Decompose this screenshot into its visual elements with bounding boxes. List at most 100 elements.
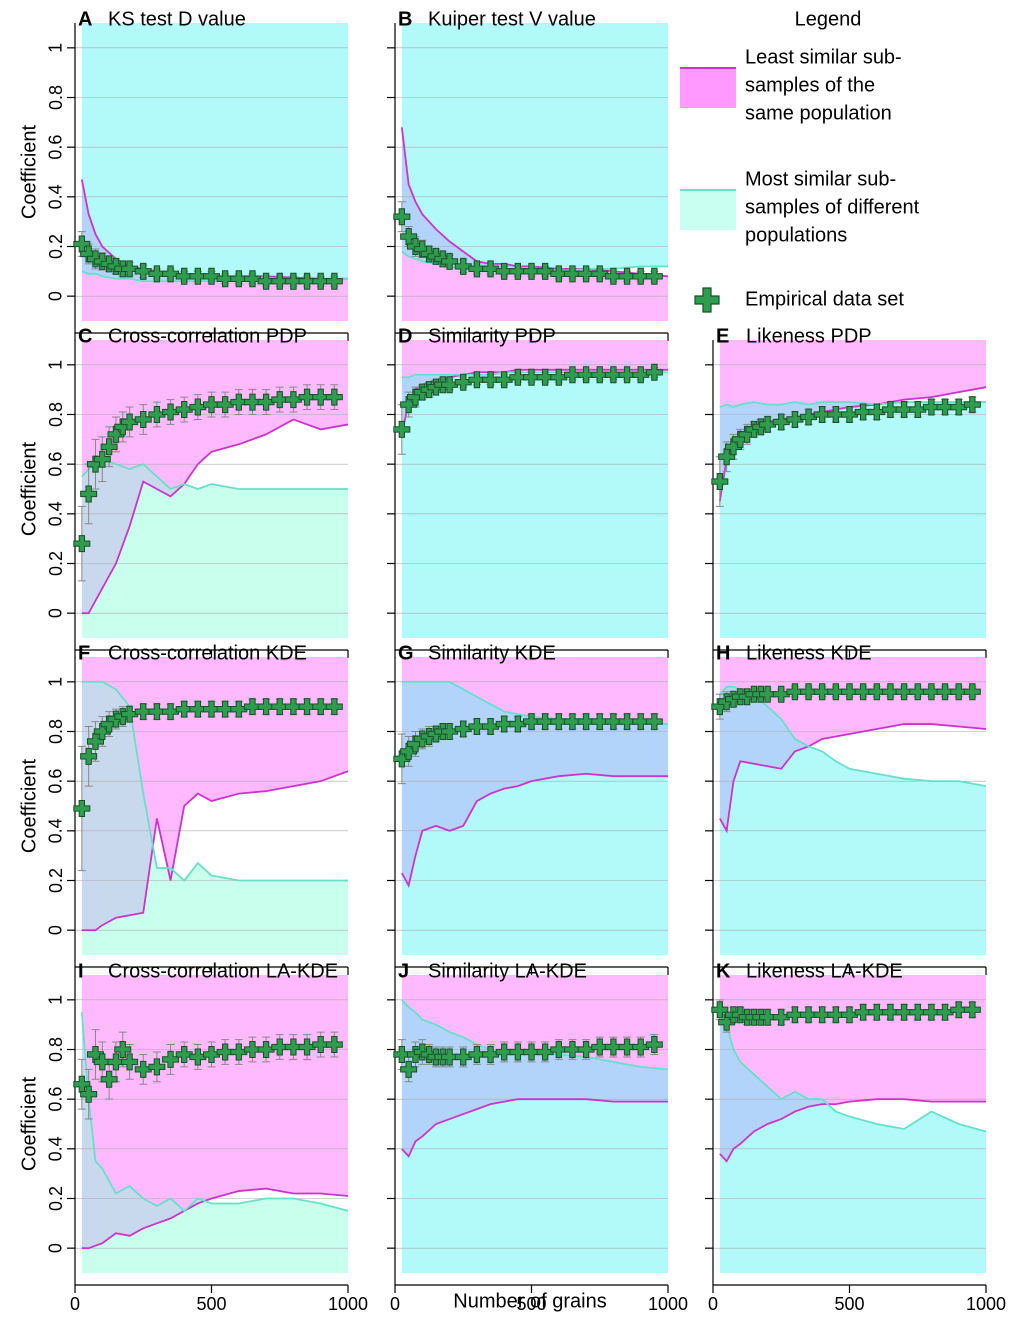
data-point bbox=[841, 683, 858, 701]
data-point bbox=[189, 398, 207, 416]
data-point bbox=[550, 265, 568, 283]
data-point bbox=[536, 1043, 554, 1061]
data-point bbox=[107, 425, 125, 443]
data-point bbox=[100, 1070, 118, 1088]
region-fill bbox=[81, 681, 348, 955]
data-point bbox=[936, 683, 954, 701]
data-point bbox=[175, 700, 193, 718]
legend-swatch bbox=[680, 68, 736, 108]
data-point bbox=[162, 703, 180, 721]
series-line bbox=[81, 680, 348, 882]
data-point bbox=[93, 1053, 111, 1071]
data-point bbox=[523, 368, 540, 386]
data-point bbox=[325, 1036, 343, 1054]
y-axis-label: Coefficient bbox=[18, 124, 40, 219]
panel: H Likeness KDE bbox=[705, 642, 987, 975]
panel: G Similarity KDE bbox=[387, 642, 669, 975]
data-point bbox=[604, 713, 622, 731]
data-point bbox=[148, 1058, 166, 1076]
data-point bbox=[400, 1060, 418, 1078]
y-tick-label: 0.6 bbox=[46, 452, 66, 477]
panel: 0 0.2 0.4 0.6 0.8 1 C Cross-correlation PDP Coef… bbox=[18, 325, 349, 658]
panel: E Likeness PDP bbox=[705, 325, 987, 658]
data-point bbox=[509, 368, 527, 386]
data-point bbox=[454, 1048, 472, 1066]
data-point bbox=[509, 1043, 527, 1061]
data-point bbox=[591, 713, 609, 731]
data-point bbox=[162, 1050, 180, 1068]
panel: 0 0.2 0.4 0.6 0.8 1 F Cross-correlation KDE Coef… bbox=[18, 642, 349, 975]
panel-letter: A bbox=[78, 8, 92, 30]
data-point bbox=[100, 438, 118, 456]
data-point bbox=[786, 683, 804, 701]
panel-title: Similarity PDP bbox=[428, 325, 556, 347]
series-line bbox=[719, 1098, 986, 1163]
data-point bbox=[563, 1041, 581, 1058]
data-point bbox=[495, 262, 513, 280]
data-point bbox=[950, 1001, 968, 1019]
legend-text: samples of the bbox=[745, 74, 875, 96]
data-point bbox=[550, 368, 568, 386]
panel: 0 0.2 0.4 0.6 0.8 1 0 500 1000 I Cross-correlation… bbox=[18, 960, 368, 1313]
data-point bbox=[73, 535, 91, 553]
y-tick-label: 0.4 bbox=[46, 818, 66, 843]
panel-letter: E bbox=[716, 325, 729, 347]
data-point bbox=[759, 1008, 777, 1026]
data-point bbox=[632, 267, 650, 285]
data-point bbox=[86, 732, 104, 750]
series-line bbox=[401, 772, 668, 888]
y-tick-label: 1 bbox=[46, 360, 66, 370]
data-point bbox=[393, 750, 411, 768]
data-point bbox=[134, 410, 152, 428]
data-point bbox=[216, 270, 234, 288]
legend-text: samples of different bbox=[745, 196, 920, 218]
data-point bbox=[827, 406, 845, 423]
data-point bbox=[312, 1036, 330, 1054]
y-tick-label: 0.4 bbox=[46, 501, 66, 526]
panel-letter: K bbox=[716, 960, 731, 982]
data-point bbox=[711, 1001, 729, 1019]
data-point bbox=[618, 1038, 636, 1056]
y-tick-label: 1 bbox=[46, 995, 66, 1005]
data-point bbox=[121, 1053, 139, 1071]
data-point bbox=[298, 698, 316, 716]
series-line bbox=[401, 1098, 668, 1158]
data-point bbox=[577, 265, 595, 283]
data-point bbox=[854, 1003, 872, 1021]
data-point bbox=[868, 1003, 886, 1021]
y-tick-label: 0.8 bbox=[46, 1037, 66, 1062]
data-point bbox=[216, 700, 234, 718]
panel-title: Likeness PDP bbox=[746, 325, 872, 347]
series-line bbox=[81, 1187, 349, 1250]
x-tick-label: 1000 bbox=[328, 1294, 368, 1314]
data-point bbox=[909, 683, 927, 701]
region-fill bbox=[719, 1004, 986, 1273]
data-point bbox=[216, 1043, 234, 1061]
panel-letter: I bbox=[78, 960, 84, 982]
data-point bbox=[759, 415, 777, 433]
data-point bbox=[230, 270, 248, 288]
panel: D Similarity PDP bbox=[387, 325, 669, 658]
data-point bbox=[868, 683, 886, 701]
data-point bbox=[325, 388, 343, 406]
data-point bbox=[577, 713, 595, 731]
data-point bbox=[312, 698, 330, 716]
data-point bbox=[509, 262, 527, 280]
data-point bbox=[604, 366, 622, 384]
data-point bbox=[298, 272, 316, 290]
data-point bbox=[550, 713, 568, 731]
data-point bbox=[284, 272, 302, 290]
data-point bbox=[563, 713, 581, 731]
data-point bbox=[718, 1013, 736, 1031]
data-point bbox=[632, 1038, 650, 1056]
legend-marker bbox=[694, 287, 720, 313]
data-point bbox=[441, 723, 459, 740]
y-tick-label: 0.8 bbox=[46, 402, 66, 427]
data-point bbox=[523, 713, 540, 731]
panel: 0 500 1000 J Similarity LA-KDE bbox=[387, 960, 688, 1314]
x-tick-label: 0 bbox=[70, 1294, 80, 1314]
y-tick-label: 0.2 bbox=[46, 868, 66, 893]
panel-letter: D bbox=[398, 325, 412, 347]
data-point bbox=[271, 1038, 289, 1056]
